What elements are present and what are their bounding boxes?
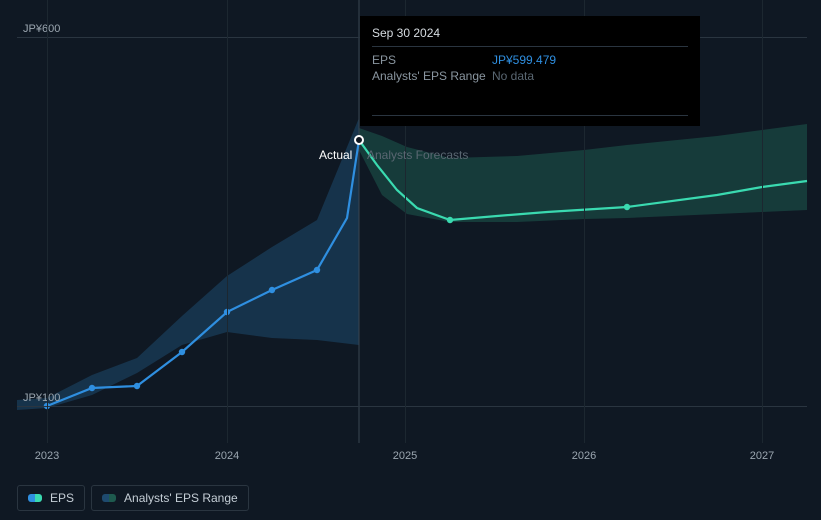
x-tick-label: 2023 (35, 450, 59, 462)
tooltip-separator (372, 115, 688, 116)
tooltip-key: EPS (372, 53, 492, 67)
legend-label: Analysts' EPS Range (124, 491, 238, 505)
y-tick-label: JP¥600 (23, 23, 60, 35)
y-tick-label: JP¥100 (23, 392, 60, 404)
tooltip-key: Analysts' EPS Range (372, 69, 492, 83)
actual-marker (269, 287, 275, 293)
actual-marker (314, 267, 320, 273)
eps-actual-line (47, 140, 359, 406)
tooltip-row: EPSJP¥599.479 (372, 53, 688, 67)
legend-swatch-eps (28, 494, 42, 502)
forecast-range-area (359, 124, 807, 222)
actual-range-area (17, 118, 359, 410)
legend-item-range[interactable]: Analysts' EPS Range (91, 485, 249, 511)
gridline-v (227, 0, 228, 443)
section-label-forecast: Analysts Forecasts (367, 148, 468, 162)
actual-marker (179, 349, 185, 355)
x-tick-label: 2024 (215, 450, 239, 462)
gridline-h (17, 406, 807, 407)
legend-item-eps[interactable]: EPS (17, 485, 85, 511)
highlight-marker (355, 136, 363, 144)
gridline-v (762, 0, 763, 443)
legend-label: EPS (50, 491, 74, 505)
tooltip-row: Analysts' EPS RangeNo data (372, 69, 688, 83)
tooltip-value: No data (492, 69, 534, 83)
forecast-marker (447, 217, 453, 223)
x-tick-label: 2026 (572, 450, 596, 462)
actual-marker (134, 383, 140, 389)
actual-marker (89, 385, 95, 391)
forecast-marker (624, 204, 630, 210)
legend-swatch-range (102, 494, 116, 502)
x-tick-label: 2027 (750, 450, 774, 462)
tooltip-date: Sep 30 2024 (372, 26, 688, 47)
x-tick-label: 2025 (393, 450, 417, 462)
chart-tooltip: Sep 30 2024 EPSJP¥599.479Analysts' EPS R… (360, 16, 700, 126)
legend: EPS Analysts' EPS Range (17, 485, 249, 511)
section-label-actual: Actual (319, 148, 352, 162)
gridline-v (47, 0, 48, 443)
tooltip-value: JP¥599.479 (492, 53, 556, 67)
